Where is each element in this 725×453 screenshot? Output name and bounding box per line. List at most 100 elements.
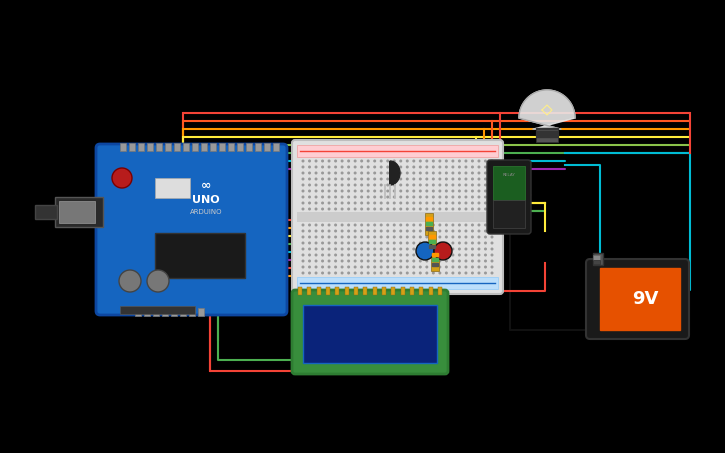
Circle shape (426, 265, 428, 269)
Bar (192, 143, 198, 151)
Circle shape (334, 183, 337, 187)
Circle shape (302, 223, 304, 226)
Bar (264, 143, 270, 151)
Circle shape (386, 223, 389, 226)
Circle shape (328, 178, 331, 180)
Circle shape (302, 254, 304, 256)
Circle shape (465, 189, 468, 193)
Circle shape (432, 254, 435, 256)
Circle shape (439, 265, 442, 269)
Circle shape (484, 223, 487, 226)
Circle shape (491, 254, 494, 256)
Circle shape (315, 183, 318, 187)
Circle shape (367, 236, 370, 238)
Circle shape (328, 172, 331, 174)
Circle shape (413, 183, 415, 187)
Bar (147, 143, 153, 151)
Bar (431, 249, 439, 271)
Circle shape (452, 230, 455, 232)
Circle shape (315, 271, 318, 275)
Circle shape (328, 207, 331, 211)
Circle shape (439, 189, 442, 193)
Circle shape (302, 189, 304, 193)
Polygon shape (519, 90, 575, 129)
Circle shape (419, 202, 422, 204)
Circle shape (302, 183, 304, 187)
Circle shape (478, 236, 481, 238)
Circle shape (471, 172, 474, 174)
Circle shape (439, 260, 442, 262)
Circle shape (380, 159, 383, 163)
FancyBboxPatch shape (96, 144, 287, 315)
Circle shape (380, 271, 383, 275)
Circle shape (321, 223, 324, 226)
Circle shape (439, 207, 442, 211)
Circle shape (328, 247, 331, 251)
Circle shape (360, 223, 363, 226)
Circle shape (380, 202, 383, 204)
Circle shape (334, 247, 337, 251)
Bar (183, 143, 189, 151)
Circle shape (380, 260, 383, 262)
Circle shape (334, 230, 337, 232)
Circle shape (321, 202, 324, 204)
Circle shape (432, 178, 435, 180)
Circle shape (471, 271, 474, 275)
Circle shape (315, 260, 318, 262)
Circle shape (347, 271, 350, 275)
Circle shape (334, 271, 337, 275)
Circle shape (406, 260, 409, 262)
Circle shape (315, 172, 318, 174)
Circle shape (478, 159, 481, 163)
Circle shape (367, 165, 370, 169)
Bar (593, 253, 603, 265)
Circle shape (347, 265, 350, 269)
Circle shape (328, 265, 331, 269)
Circle shape (386, 260, 389, 262)
Circle shape (373, 254, 376, 256)
Bar (354, 287, 358, 295)
Circle shape (491, 230, 494, 232)
Circle shape (315, 241, 318, 245)
Circle shape (380, 165, 383, 169)
Circle shape (360, 207, 363, 211)
Circle shape (426, 223, 428, 226)
Circle shape (419, 183, 422, 187)
Bar (401, 287, 405, 295)
Bar (426, 222, 432, 225)
Circle shape (458, 165, 461, 169)
Circle shape (452, 159, 455, 163)
Circle shape (367, 265, 370, 269)
Circle shape (445, 207, 448, 211)
Circle shape (308, 178, 311, 180)
Circle shape (393, 189, 396, 193)
Circle shape (439, 241, 442, 245)
Circle shape (354, 230, 357, 232)
Bar (493, 200, 525, 228)
Circle shape (445, 196, 448, 198)
Circle shape (308, 271, 311, 275)
Circle shape (393, 254, 396, 256)
Circle shape (445, 247, 448, 251)
Circle shape (321, 254, 324, 256)
Circle shape (354, 165, 357, 169)
Circle shape (302, 260, 304, 262)
Circle shape (484, 247, 487, 251)
Circle shape (419, 236, 422, 238)
Circle shape (341, 236, 344, 238)
Circle shape (465, 223, 468, 226)
Circle shape (393, 207, 396, 211)
Circle shape (478, 196, 481, 198)
Circle shape (478, 260, 481, 262)
Circle shape (373, 189, 376, 193)
Circle shape (373, 172, 376, 174)
Circle shape (360, 159, 363, 163)
Bar (426, 217, 432, 220)
Circle shape (302, 159, 304, 163)
Circle shape (328, 223, 331, 226)
Circle shape (478, 223, 481, 226)
Circle shape (465, 265, 468, 269)
Circle shape (328, 159, 331, 163)
Circle shape (426, 236, 428, 238)
Circle shape (360, 247, 363, 251)
